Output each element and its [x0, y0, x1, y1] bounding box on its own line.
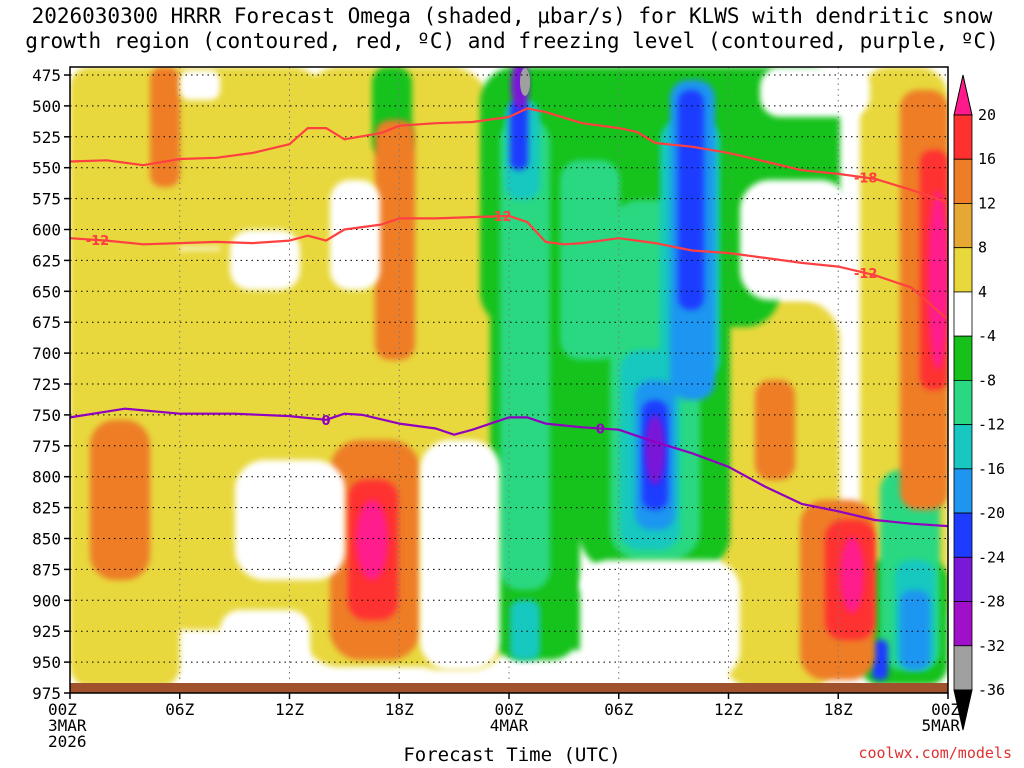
colorbar-swatch — [953, 247, 973, 293]
x-tick-label: 12Z — [275, 700, 304, 719]
colorbar-swatch — [953, 335, 973, 381]
colorbar-label: -12 — [978, 416, 1005, 434]
y-tick-label: 550 — [32, 159, 61, 178]
colorbar-swatch — [953, 601, 973, 647]
colorbar-label: -28 — [978, 593, 1005, 611]
title-line-1: 2026030300 HRRR Forecast Omega (shaded, … — [31, 4, 993, 28]
x-tick-label: 18Z — [824, 700, 853, 719]
colorbar-label: -36 — [978, 681, 1005, 699]
colorbar-label: -20 — [978, 504, 1005, 522]
colorbar-swatch — [953, 291, 973, 337]
title-line-2: growth region (contoured, red, ºC) and f… — [25, 29, 999, 53]
contour-label: -12 — [854, 267, 878, 282]
x-tick-label: 00Z — [931, 700, 960, 719]
y-tick-label: 575 — [32, 190, 61, 209]
y-tick-label: 675 — [32, 313, 61, 332]
x-tick-label: 18Z — [385, 700, 414, 719]
contour-line — [70, 107, 948, 204]
x-tick-label: 06Z — [604, 700, 633, 719]
colorbar-swatch — [953, 379, 973, 426]
terrain-strip — [70, 683, 948, 693]
y-axis: 475 500 525 550 575 600 625 650 675 700 725 750 775 8… — [32, 66, 70, 703]
colorbar-swatch — [953, 158, 973, 204]
x-tick-date: 3MAR — [48, 716, 87, 735]
contour-label: -12 — [488, 210, 512, 225]
colorbar-label: 20 — [978, 106, 996, 124]
x-tick-label: 00Z — [48, 700, 77, 719]
colorbar-swatch — [953, 645, 973, 691]
y-tick-label: 750 — [32, 406, 61, 425]
x-tick-label: 06Z — [165, 700, 194, 719]
colorbar-top-triangle — [953, 74, 973, 116]
colorbar-label: -16 — [978, 460, 1005, 478]
contour-label: -18 — [854, 172, 878, 187]
grid-lines — [70, 67, 948, 693]
colorbar-swatch — [953, 424, 973, 470]
colorbar-label: -32 — [978, 637, 1005, 655]
colorbar-label: 8 — [978, 239, 987, 257]
y-tick-label: 525 — [32, 128, 61, 147]
contour-line — [70, 214, 948, 321]
colorbar-swatch — [953, 556, 973, 602]
colorbar-label: -24 — [978, 548, 1005, 566]
x-tick-year: 2026 — [48, 732, 87, 751]
y-tick-label: 825 — [32, 499, 61, 518]
colorbar-swatch — [953, 203, 973, 249]
y-tick-label: 850 — [32, 530, 61, 549]
chart-title: 2026030300 HRRR Forecast Omega (shaded, … — [0, 4, 1024, 54]
y-tick-label: 800 — [32, 468, 61, 487]
colorbar-label: 12 — [978, 194, 996, 212]
contour-line — [70, 407, 948, 528]
omega-shading — [70, 67, 948, 690]
y-tick-label: 600 — [32, 221, 61, 240]
y-tick-label: 925 — [32, 622, 61, 641]
colorbar-swatch — [953, 512, 973, 558]
y-tick-label: 625 — [32, 251, 61, 270]
contour-label: -12 — [86, 234, 110, 249]
colorbar-label: -8 — [978, 371, 996, 389]
x-tick-date: 5MAR — [921, 716, 960, 735]
y-tick-label: 950 — [32, 653, 61, 672]
y-tick-label: 875 — [32, 560, 61, 579]
contour-label: 0 — [596, 422, 605, 437]
credit-text: coolwx.com/models — [858, 744, 1012, 762]
colorbar-swatch — [953, 114, 973, 160]
x-tick-label: 12Z — [714, 700, 743, 719]
y-tick-label: 475 — [32, 66, 61, 85]
y-tick-label: 775 — [32, 437, 61, 456]
colorbar: 20 16 12 8 4 -4 -8 -12 -16 -20 -24 -28 -32 -36 — [953, 74, 1005, 731]
colorbar-swatch — [953, 468, 973, 514]
x-axis-label: Forecast Time (UTC) — [403, 744, 621, 766]
y-tick-label: 975 — [32, 684, 61, 703]
y-tick-label: 700 — [32, 344, 61, 363]
x-tick-label: 00Z — [495, 700, 524, 719]
y-tick-label: 650 — [32, 282, 61, 301]
y-tick-label: 725 — [32, 375, 61, 394]
colorbar-label: -4 — [978, 327, 996, 345]
colorbar-label: 4 — [978, 283, 987, 301]
y-tick-label: 900 — [32, 591, 61, 610]
contour-layer: -18 -12 -12 -12 0 0 — [70, 107, 948, 528]
colorbar-label: 16 — [978, 150, 996, 168]
x-tick-date: 4MAR — [490, 716, 529, 735]
y-tick-label: 500 — [32, 97, 61, 116]
colorbar-bottom-triangle — [953, 689, 973, 731]
contour-label: 0 — [322, 414, 331, 429]
